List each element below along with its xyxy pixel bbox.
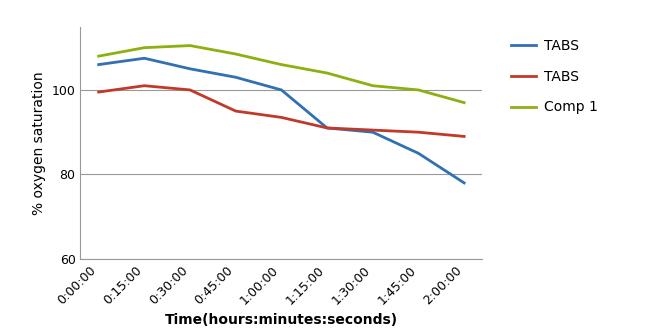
TABS [140,84,148,88]
X-axis label: Time(hours:minutes:seconds): Time(hours:minutes:seconds) [165,313,398,327]
TABS [140,56,148,60]
Y-axis label: % oxygen saturation: % oxygen saturation [32,71,46,214]
Comp 1 [186,43,194,47]
Comp 1 [94,54,103,58]
TABS [232,109,240,113]
Line: TABS: TABS [98,86,464,136]
Comp 1 [369,84,377,88]
TABS [415,130,423,134]
Line: TABS: TABS [98,58,464,183]
TABS [186,67,194,71]
TABS [277,116,285,120]
Comp 1 [232,52,240,56]
TABS [369,130,377,134]
TABS [323,126,331,130]
TABS [460,181,468,185]
Comp 1 [277,63,285,67]
TABS [460,134,468,138]
TABS [323,126,331,130]
Comp 1 [140,46,148,50]
TABS [415,151,423,155]
TABS [369,128,377,132]
Legend: TABS, TABS, Comp 1: TABS, TABS, Comp 1 [505,34,604,120]
TABS [232,75,240,79]
Line: Comp 1: Comp 1 [98,45,464,103]
Comp 1 [460,101,468,105]
TABS [277,88,285,92]
TABS [94,63,103,67]
Comp 1 [323,71,331,75]
Comp 1 [415,88,423,92]
TABS [94,90,103,94]
TABS [186,88,194,92]
